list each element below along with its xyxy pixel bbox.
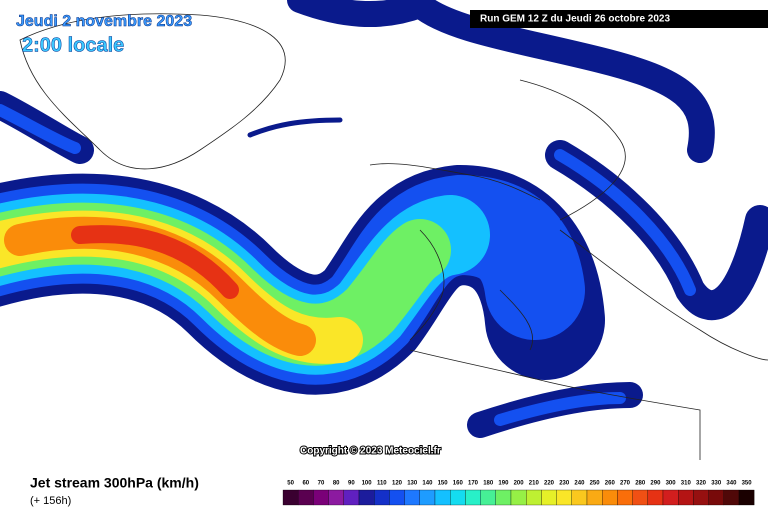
legend-swatch xyxy=(738,489,755,506)
legend-label: 290 xyxy=(650,481,661,487)
legend-label: 340 xyxy=(726,481,737,487)
legend-swatch xyxy=(678,489,694,506)
coastlines xyxy=(19,13,768,460)
legend-label: 50 xyxy=(287,481,294,487)
legend-label: 270 xyxy=(620,481,631,487)
legend-label: 320 xyxy=(696,481,707,487)
legend-label: 180 xyxy=(483,481,494,487)
legend-swatch xyxy=(510,489,527,506)
legend-swatch xyxy=(617,489,633,506)
legend-swatch xyxy=(632,489,648,506)
legend-label: 220 xyxy=(544,481,555,487)
legend-label: 280 xyxy=(635,481,646,487)
legend-swatch xyxy=(419,489,436,506)
legend-swatch xyxy=(526,489,542,506)
legend-label: 190 xyxy=(498,481,509,487)
legend-label: 170 xyxy=(468,481,479,487)
copyright: Copyright © 2023 Meteociel.fr xyxy=(300,446,441,457)
legend-swatch xyxy=(328,489,344,506)
legend-swatch xyxy=(723,489,740,506)
legend-label: 70 xyxy=(318,481,325,487)
legend-swatch xyxy=(602,489,618,506)
legend-label: 310 xyxy=(681,481,692,487)
legend-swatch xyxy=(495,489,512,506)
legend-label: 250 xyxy=(590,481,601,487)
legend-label: 230 xyxy=(559,481,570,487)
legend-swatch xyxy=(374,489,390,506)
footer-title: Jet stream 300hPa (km/h) xyxy=(30,475,199,491)
color-legend: 50 60 70 80 90 100 110 120 130 140 150 160 170 180 190… xyxy=(282,481,755,506)
legend-label: 350 xyxy=(742,481,753,487)
legend-swatch xyxy=(389,489,405,506)
legend-swatch xyxy=(480,489,496,506)
legend-swatch xyxy=(647,489,664,506)
date-label: Jeudi 2 novembre 2023 xyxy=(16,13,192,30)
legend-label: 130 xyxy=(407,481,418,487)
run-box xyxy=(470,10,768,28)
footer-lead: (+ 156h) xyxy=(30,495,71,507)
legend-swatch xyxy=(662,489,679,506)
legend-label: 300 xyxy=(666,481,677,487)
secondary-jets xyxy=(0,0,768,438)
legend-label: 240 xyxy=(574,481,585,487)
legend-swatch xyxy=(298,489,314,506)
legend-label: 90 xyxy=(348,481,355,487)
legend-label: 330 xyxy=(711,481,722,487)
legend-label: 100 xyxy=(362,481,373,487)
legend-swatch xyxy=(282,489,299,506)
legend-swatch xyxy=(571,489,588,506)
legend-swatch xyxy=(586,489,603,506)
legend-label: 160 xyxy=(453,481,464,487)
legend-label: 260 xyxy=(605,481,616,487)
legend-swatch xyxy=(450,489,466,506)
legend-swatch xyxy=(465,489,481,506)
legend-label: 110 xyxy=(377,481,387,487)
jet-streams xyxy=(0,0,768,438)
legend-swatch xyxy=(313,489,329,506)
legend-swatch xyxy=(708,489,724,506)
legend-label: 200 xyxy=(514,481,525,487)
main-jet xyxy=(0,164,605,395)
legend-swatch xyxy=(693,489,709,506)
time-label: 2:00 locale xyxy=(22,34,124,56)
legend-label: 120 xyxy=(392,481,403,487)
run-label: Run GEM 12 Z du Jeudi 26 octobre 2023 xyxy=(480,14,670,25)
legend-label: 80 xyxy=(333,481,340,487)
legend-label: 150 xyxy=(438,481,449,487)
legend-swatch xyxy=(541,489,557,506)
legend-label: 210 xyxy=(529,481,540,487)
legend-swatch xyxy=(358,489,375,506)
legend-swatch xyxy=(404,489,420,506)
legend-label: 60 xyxy=(302,481,309,487)
legend-swatch xyxy=(556,489,572,506)
legend-swatch xyxy=(343,489,360,506)
legend-swatch xyxy=(434,489,451,506)
legend-label: 140 xyxy=(422,481,433,487)
